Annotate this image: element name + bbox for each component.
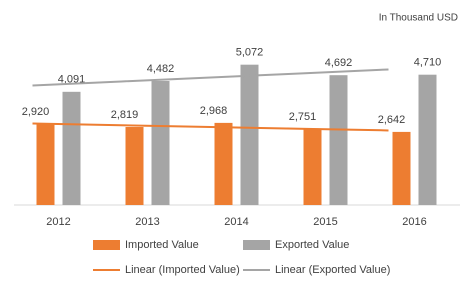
- data-label: 2,819: [111, 109, 139, 121]
- x-tick-label: 2016: [402, 216, 426, 228]
- bar: [303, 128, 322, 205]
- data-label: 2,751: [289, 111, 317, 123]
- bar: [240, 64, 259, 205]
- legend-label: Linear (Imported Value): [125, 264, 240, 276]
- x-tick-label: 2013: [135, 216, 159, 228]
- bar: [329, 75, 348, 205]
- bar: [151, 80, 170, 205]
- bar: [418, 74, 437, 205]
- data-label: 4,710: [414, 57, 442, 69]
- x-tick-label: 2012: [46, 216, 70, 228]
- data-label: 4,482: [147, 63, 175, 75]
- x-tick-label: 2014: [224, 216, 248, 228]
- legend-label: Linear (Exported Value): [275, 264, 390, 276]
- legend-swatch: [93, 240, 120, 250]
- data-label: 5,072: [236, 47, 264, 59]
- bar: [214, 122, 233, 205]
- data-label: 2,642: [378, 114, 406, 126]
- trend-line: [32, 122, 389, 132]
- data-label: 4,692: [325, 57, 353, 69]
- legend-swatch: [243, 240, 270, 250]
- bar: [392, 131, 411, 205]
- x-tick-label: 2015: [313, 216, 337, 228]
- legend-label: Exported Value: [275, 239, 349, 251]
- trend-line: [32, 68, 389, 87]
- unit-annotation: In Thousand USD: [379, 13, 458, 24]
- data-label: 2,920: [22, 106, 50, 118]
- bar: [125, 127, 144, 205]
- bar: [62, 91, 81, 205]
- legend-label: Imported Value: [125, 239, 199, 251]
- data-label: 2,968: [200, 105, 228, 117]
- bar: [36, 124, 55, 205]
